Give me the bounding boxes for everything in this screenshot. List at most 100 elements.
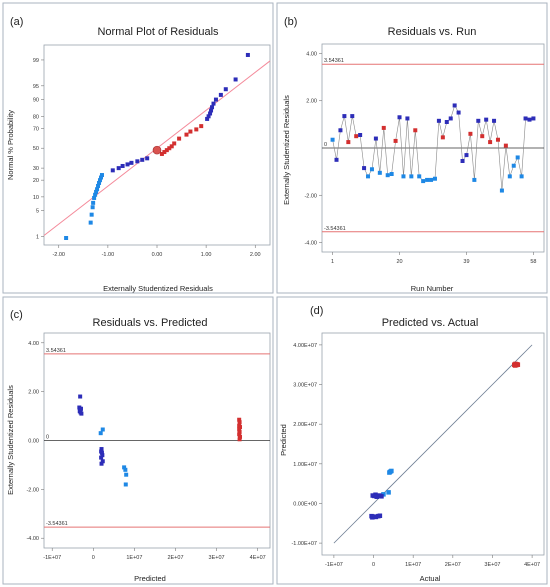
panel-c-point (237, 427, 242, 432)
panel-a-point (110, 168, 115, 173)
panel-c-y-tick-label: 2.00 (28, 390, 39, 396)
panel-b-point (492, 118, 497, 123)
panel-c-point (99, 447, 104, 452)
panel-a-point (94, 189, 99, 194)
panel-b-point (338, 128, 343, 133)
panel-b-point (405, 116, 410, 121)
panel-b-point (362, 166, 367, 171)
panel-b-point (377, 170, 382, 175)
panel-b-point (417, 174, 422, 179)
panel-d-y-tick-label: 0.00E+00 (293, 501, 317, 507)
panel-b-y-tick-label: 2.00 (306, 99, 317, 105)
panel-a-point (162, 150, 167, 155)
panel-d-y-tick-label: -1.00E+07 (291, 541, 317, 547)
panel-c-point (237, 420, 242, 425)
panel-c-point (99, 455, 104, 460)
panel-c-x-tick-label: 2E+07 (167, 555, 183, 561)
panel-a-y-tick-label: 99 (33, 58, 39, 64)
panel-b-point (511, 163, 516, 168)
panel-c-xlabel: Predicted (134, 574, 166, 583)
panel-b-point (480, 134, 485, 139)
panel-c-ylabel: Externally Studentized Residuals (6, 385, 15, 495)
panel-a-point (218, 92, 223, 97)
panel-a-point (188, 129, 193, 134)
panel-a-point (209, 108, 214, 113)
panel-b-point (358, 133, 363, 137)
panel-c-point (100, 459, 105, 464)
panel-a-highlight-point (152, 145, 162, 155)
panel-a-tag: (a) (10, 16, 23, 28)
panel-c-tag: (c) (10, 309, 23, 321)
panel-c-plot: -1E+07 0 1E+07 2E+07 3E+07 4E+07 4.00 2.00 0 0.00… (26, 332, 271, 561)
panel-a-point (98, 178, 103, 183)
panel-b-tag: (b) (284, 16, 297, 28)
panel-d-x-tick-label: 3E+07 (484, 562, 500, 568)
panel-a-y-tick-label: 1 (36, 235, 39, 241)
panel-b-point (397, 115, 402, 120)
panel-c-point (100, 427, 105, 432)
panel-b-y-tick-label: -2.00 (304, 193, 317, 199)
panel-b-point (460, 159, 465, 163)
panel-d-title: Predicted vs. Actual (382, 317, 479, 329)
panel-a-point (167, 146, 172, 151)
panel-a-point (95, 187, 100, 192)
panel-a-point (116, 166, 121, 171)
panel-a-point (64, 236, 69, 241)
panel-a-point (90, 205, 95, 210)
panel-a-point (213, 97, 218, 102)
panel-d-y-tick-label: 4.00E+07 (293, 343, 317, 349)
panel-c-point (124, 472, 129, 477)
panel-a-point (206, 114, 211, 119)
panel-a-point (164, 148, 169, 153)
panel-a-y-tick-label: 30 (33, 166, 39, 172)
panel-b-ylabel: Externally Studentized Residuals (282, 95, 291, 205)
panel-b-plot: 1 20 39 58 4.00 2.00 0 -2.00 -4.00 3.54361 -3.5436… (304, 43, 545, 265)
panel-c-point (237, 429, 242, 434)
panel-b-point (330, 137, 335, 142)
panel-b-x-tick-label: 39 (463, 259, 469, 265)
panel-a-point (135, 159, 140, 164)
panel-c-y-tick-label: 0 (46, 435, 49, 441)
panel-d-point (373, 514, 379, 520)
panel-b-xlabel: Run Number (411, 284, 454, 293)
panel-b-point (432, 176, 437, 181)
panel-b-point (519, 174, 524, 179)
panel-a-point (89, 212, 94, 217)
panel-b-point (527, 117, 532, 122)
panel-a-point (233, 77, 238, 82)
panel-c-x-tick-label: 1E+07 (126, 555, 142, 561)
panel-d-tag: (d) (310, 305, 323, 317)
panel-b-point (472, 177, 477, 182)
panel-a-x-tick-label: 2.00 (250, 252, 261, 258)
panel-a-point (96, 183, 101, 188)
panel-c-point (78, 410, 83, 415)
panel-d-point (370, 515, 375, 520)
panel-c-point (123, 467, 128, 472)
panel-c-limit-label: -3.54361 (46, 521, 68, 527)
panel-c-point (122, 465, 127, 470)
panel-a-y-tick-label: 70 (33, 126, 39, 132)
panel-b-x-tick-label: 20 (396, 259, 402, 265)
panel-a-point (120, 163, 125, 168)
panel-b-point (425, 177, 430, 182)
panel-a-y-tick-label: 5 (36, 209, 39, 215)
panel-d-point (515, 362, 521, 367)
panel-a-point (97, 180, 102, 185)
panel-c-y-tick-label: -2.00 (26, 487, 39, 493)
panel-d-y-tick-label: 3.00E+07 (293, 383, 317, 389)
panel-b-point (448, 116, 453, 121)
panel-b-y-tick-label: 4.00 (306, 51, 317, 57)
panel-a-point (99, 173, 104, 178)
panel-d-x-tick-label: 4E+07 (524, 562, 540, 568)
panel-a-point (169, 144, 174, 149)
panel-b-point (503, 143, 508, 148)
panel-a-point (210, 105, 215, 110)
panel-b-limit-label: -3.54361 (324, 226, 346, 232)
panel-b-point (464, 153, 469, 158)
panel-b-point (409, 174, 414, 179)
panel-b-point (366, 174, 371, 179)
panel-c-y-tick-label: -4.00 (26, 536, 39, 542)
panel-c-point (100, 453, 105, 458)
panel-a-ylabel: Normal % Probability (6, 110, 15, 180)
